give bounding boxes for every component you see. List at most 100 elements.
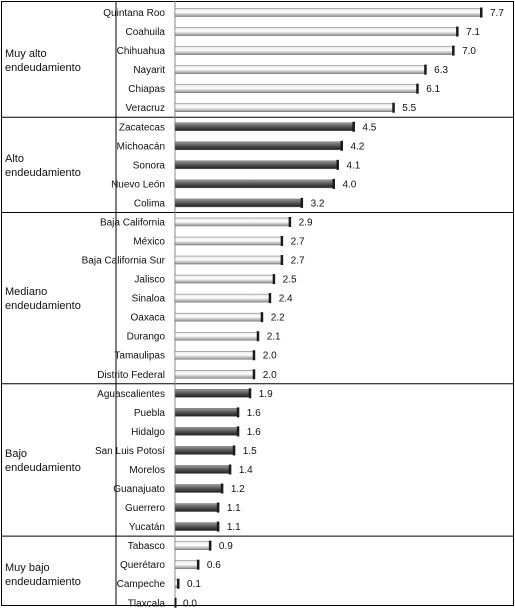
value-label: 4.0 [342, 179, 356, 190]
bar-end-cap [452, 45, 455, 56]
value-label: 1.2 [231, 484, 245, 495]
bar [174, 122, 355, 132]
value-label: 7.1 [466, 27, 480, 38]
state-label: Chihuahua [117, 46, 166, 57]
state-label: Aguascalientes [97, 389, 165, 400]
bar [174, 217, 291, 227]
bar-end-cap [480, 7, 483, 18]
bar [174, 389, 252, 398]
state-label: Baja California Sur [82, 256, 166, 267]
state-label: Morelos [129, 465, 165, 476]
bar-end-cap [392, 102, 395, 113]
bar-end-cap [256, 331, 260, 342]
state-label: Tlaxcala [128, 598, 166, 608]
bar [174, 484, 224, 493]
value-label: 1.6 [247, 427, 261, 438]
value-label: 2.7 [291, 237, 305, 248]
bar [174, 427, 240, 436]
bar [174, 84, 419, 93]
bar-end-cap [280, 236, 284, 246]
state-label: Coahuila [126, 27, 166, 38]
value-label: 7.0 [462, 46, 476, 57]
state-label: Nuevo León [111, 179, 165, 190]
bar [174, 179, 335, 189]
bar [174, 350, 255, 360]
bar-end-cap [196, 559, 200, 570]
bar [174, 27, 459, 36]
bar [174, 198, 303, 208]
state-label: Chiapas [128, 84, 165, 95]
state-label: Sonora [133, 160, 166, 171]
value-label: 2.0 [263, 351, 277, 362]
bar-end-cap [228, 464, 232, 475]
state-label: Distrito Federal [97, 370, 165, 381]
bar-end-cap [236, 407, 240, 418]
bar-end-cap [236, 426, 240, 437]
state-label: Durango [127, 332, 166, 343]
state-label: Guerrero [125, 503, 165, 514]
value-label: 2.2 [271, 313, 285, 324]
value-label: 0.9 [219, 541, 233, 552]
state-label: Hidalgo [131, 427, 165, 438]
bar-end-cap [176, 578, 180, 589]
value-label: 1.9 [259, 389, 273, 400]
state-label: Colima [134, 198, 166, 209]
value-label: 1.6 [247, 408, 261, 419]
value-label: 1.4 [239, 465, 253, 476]
bar [174, 103, 395, 112]
group-label: Muy bajo endeudamiento [5, 562, 81, 588]
value-label: 2.7 [291, 256, 305, 267]
state-label: Puebla [134, 408, 166, 419]
state-label: Jalisco [134, 275, 165, 286]
bar [174, 160, 339, 170]
state-label: Oaxaca [131, 313, 166, 324]
value-label: 0.1 [187, 579, 201, 590]
bar-end-cap [332, 178, 335, 189]
value-label: 0.0 [183, 598, 197, 608]
bar [174, 446, 236, 455]
value-label: 2.4 [279, 294, 293, 305]
value-label: 2.5 [283, 275, 297, 286]
state-label: Tabasco [128, 541, 166, 552]
value-label: 4.1 [346, 160, 360, 171]
state-label: San Luis Potosí [95, 446, 165, 457]
bar-end-cap [232, 445, 236, 456]
bar [174, 236, 283, 246]
state-label: Nayarit [133, 65, 165, 76]
bar [174, 560, 200, 569]
state-label: Zacatecas [119, 122, 165, 133]
bar-end-cap [288, 216, 292, 227]
bar [174, 293, 271, 303]
bar-end-cap [216, 502, 220, 513]
bar [174, 408, 240, 417]
bar [174, 141, 343, 151]
bar-end-cap [260, 312, 264, 323]
state-label: Baja California [100, 217, 165, 228]
bar-end-cap [280, 255, 284, 266]
chart-marks: Muy alto endeudamiento Quintana Roo 7.7 Coah… [5, 7, 504, 608]
bar [174, 8, 483, 17]
value-label: 5.5 [402, 103, 416, 114]
bar-end-cap [268, 293, 272, 304]
value-label: 4.2 [350, 141, 364, 152]
bar [174, 370, 255, 379]
value-label: 2.1 [267, 332, 281, 343]
bar [174, 541, 212, 550]
state-label: Yucatán [129, 522, 165, 533]
bar-end-cap [416, 83, 419, 94]
value-label: 0.6 [207, 560, 221, 571]
value-label: 7.7 [490, 8, 504, 19]
bar [174, 522, 220, 531]
bar [174, 46, 455, 55]
bar [174, 312, 263, 322]
bar-end-cap [252, 369, 256, 380]
group-label: Alto endeudamiento [5, 153, 81, 179]
value-label: 2.9 [299, 217, 313, 228]
bar-end-cap [248, 388, 252, 399]
bar-end-cap [208, 540, 212, 551]
state-label: México [133, 237, 165, 248]
bar-end-cap [352, 121, 355, 132]
